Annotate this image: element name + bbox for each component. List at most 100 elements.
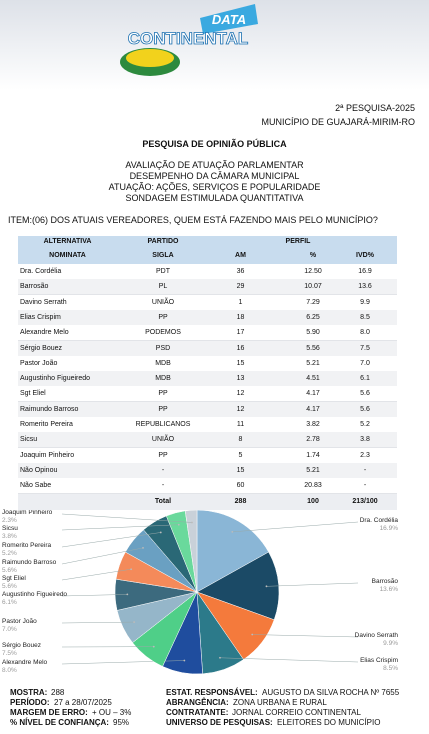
table-cell: 5.6 bbox=[360, 390, 370, 398]
table-total: 213/100 bbox=[352, 497, 378, 505]
table-cell: 10.07 bbox=[304, 283, 322, 291]
table-cell: 7.29 bbox=[306, 298, 320, 306]
leader-dot bbox=[177, 523, 180, 526]
leader-line bbox=[266, 582, 359, 587]
leader-dot bbox=[251, 633, 254, 636]
table-cell: 15 bbox=[236, 466, 245, 474]
pie-value-label: 5.6% bbox=[2, 567, 17, 574]
logo-main: CONTINENTAL bbox=[128, 29, 249, 48]
footer-label: ESTAT. RESPONSÁVEL: bbox=[166, 688, 258, 697]
leader-dot bbox=[159, 531, 162, 534]
table-cell: 5.21 bbox=[306, 466, 320, 474]
logo-globe-top bbox=[126, 49, 174, 67]
footer-label: ABRANGÊNCIA: bbox=[166, 698, 229, 707]
table-cell: 12 bbox=[236, 390, 245, 398]
table-cell: 16.9 bbox=[358, 268, 372, 275]
table-cell: Sicsu bbox=[20, 436, 38, 444]
pie-label: Joaquim Pinheiro bbox=[2, 509, 53, 516]
pie-label: Romerito Pereira bbox=[2, 542, 52, 549]
table-header: PARTIDO bbox=[147, 238, 179, 245]
logo-top: DATA bbox=[212, 12, 246, 27]
table-cell: 1 bbox=[238, 298, 243, 306]
leader-line bbox=[232, 521, 359, 533]
pie-value-label: 5.2% bbox=[2, 550, 17, 557]
table-cell: PSD bbox=[155, 344, 171, 352]
leader-dot bbox=[130, 568, 133, 571]
subtitle-line: ATUAÇÃO: AÇÕES, SERVIÇOS E POPULARIDADE bbox=[108, 182, 321, 192]
table-cell: 6.25 bbox=[306, 313, 320, 321]
pie-value-label: 8.5% bbox=[383, 665, 398, 672]
table-header: NOMINATA bbox=[49, 252, 86, 259]
footer-value: 288 bbox=[51, 688, 65, 697]
leader-line bbox=[61, 524, 179, 531]
table-cell: 3.8 bbox=[360, 436, 370, 444]
pie-label: Raimundo Barroso bbox=[2, 559, 57, 566]
table-cell: 8.5 bbox=[360, 313, 370, 321]
logo-banner bbox=[200, 4, 258, 34]
table-total-row bbox=[18, 493, 397, 510]
table-cell: 36 bbox=[236, 268, 245, 275]
table-cell: PODEMOS bbox=[145, 329, 181, 337]
table-cell: 5.2 bbox=[360, 421, 370, 428]
footer-value: + OU – 3% bbox=[92, 708, 132, 717]
table-cell: - bbox=[363, 482, 367, 490]
table-cell: 18 bbox=[236, 313, 245, 321]
pie-label: Elias Crispim bbox=[360, 657, 398, 664]
table-cell: Augustinho Figueiredo bbox=[20, 375, 91, 383]
pie-slice bbox=[196, 551, 280, 621]
leader-line bbox=[61, 568, 132, 581]
table-cell: Joaquim Pinheiro bbox=[20, 451, 75, 459]
pie-value-label: 9.9% bbox=[383, 640, 398, 647]
table-cell: Sgt Eliel bbox=[20, 390, 46, 398]
table-cell: 2.3 bbox=[360, 451, 370, 459]
logo: DATA CONTINENTAL bbox=[120, 4, 258, 76]
subtitle-line: AVALIAÇÃO DE ATUAÇÃO PARLAMENTAR bbox=[125, 160, 304, 170]
table-cell: 16 bbox=[236, 344, 245, 352]
footer-label: % NÍVEL DE CONFIANÇA: bbox=[10, 718, 109, 727]
table-cell: 5.6 bbox=[360, 405, 370, 413]
table-cell: PP bbox=[158, 451, 168, 459]
table-header-bg bbox=[18, 236, 397, 264]
table-cell: - bbox=[363, 466, 367, 474]
footer-value: AUGUSTO DA SILVA ROCHA Nº 7655 bbox=[262, 688, 400, 697]
table-cell: Não Sabe bbox=[20, 482, 52, 490]
table-cell: UNIÃO bbox=[151, 436, 175, 444]
table-cell: 12 bbox=[236, 405, 245, 413]
table-cell: Romerito Pereira bbox=[20, 421, 73, 428]
leader-dot bbox=[152, 645, 155, 648]
table-cell: 20.83 bbox=[304, 482, 322, 490]
leader-dot bbox=[183, 659, 186, 662]
pie-value-label: 6.1% bbox=[2, 599, 17, 606]
pie-slice bbox=[184, 509, 198, 593]
leader-line bbox=[61, 532, 161, 548]
table-cell: 13 bbox=[236, 375, 245, 383]
footer-label: PERÍODO: bbox=[10, 698, 50, 707]
pie-value-label: 5.6% bbox=[2, 583, 17, 590]
pie-label: Sicsu bbox=[2, 525, 18, 532]
table-header: % bbox=[309, 252, 317, 259]
table-cell: REPUBLICANOS bbox=[135, 421, 191, 428]
item-question: ITEM:(06) DOS ATUAIS VEREADORES, QUEM ES… bbox=[8, 215, 378, 225]
table-cell: 15 bbox=[236, 359, 245, 367]
footer-label: MOSTRA: bbox=[10, 688, 48, 697]
table-cell: 8.0 bbox=[360, 329, 370, 337]
pie-label: Alexandre Melo bbox=[2, 659, 48, 666]
table-header: ALTERNATIVA bbox=[43, 238, 92, 245]
table-cell: 7.0 bbox=[360, 359, 370, 367]
table-cell: Elias Crispim bbox=[20, 313, 61, 321]
pie-label: Barrosão bbox=[372, 578, 399, 585]
pie-value-label: 8.0% bbox=[2, 667, 17, 674]
table-cell: - bbox=[161, 482, 165, 490]
title: PESQUISA DE OPINIÃO PÚBLICA bbox=[142, 139, 287, 149]
table-cell: 17 bbox=[236, 329, 245, 337]
table-cell: PP bbox=[158, 405, 168, 413]
footer-value: ZONA URBANA E RURAL bbox=[233, 698, 327, 707]
table-cell: - bbox=[161, 466, 165, 474]
table-cell: 9.9 bbox=[360, 298, 370, 306]
table-cell: Davino Serrath bbox=[20, 298, 67, 306]
table-total: Total bbox=[154, 497, 172, 505]
leader-dot bbox=[126, 593, 129, 596]
